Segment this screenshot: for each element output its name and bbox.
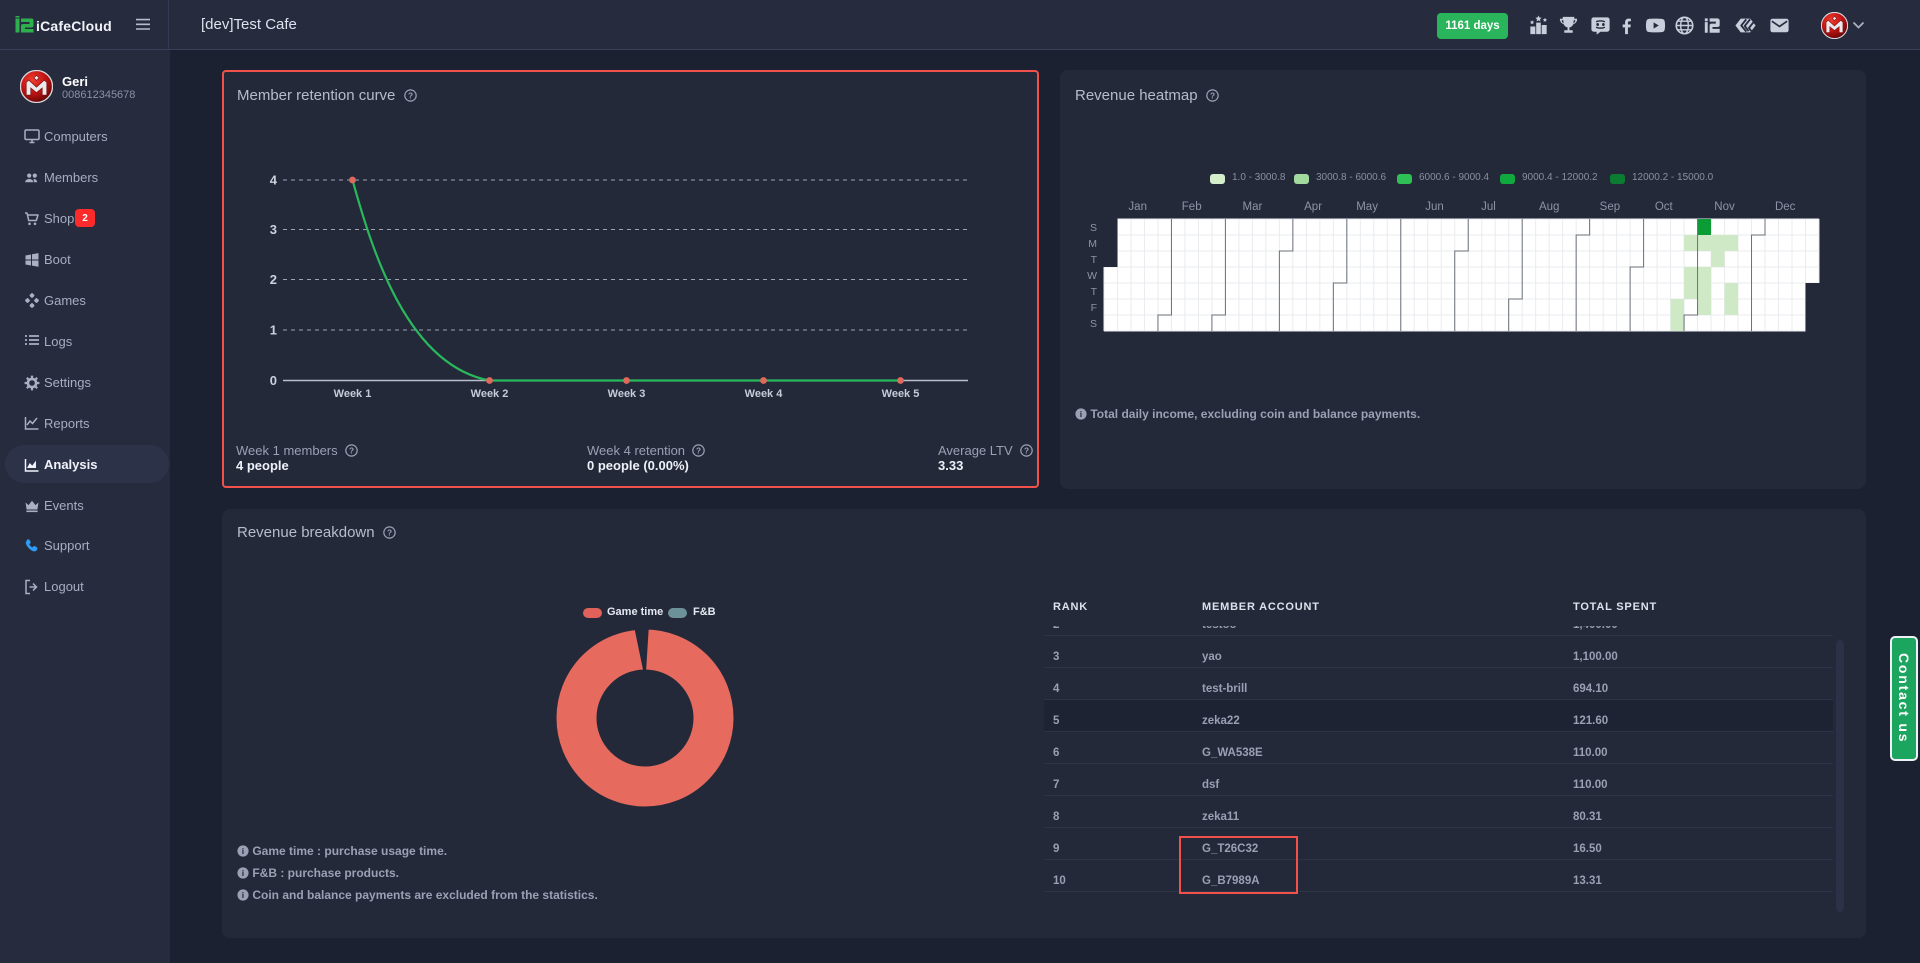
- svg-text:Apr: Apr: [1304, 201, 1322, 213]
- svg-text:May: May: [1356, 201, 1378, 213]
- svg-text:Feb: Feb: [1182, 201, 1202, 213]
- svg-text:Jun: Jun: [1425, 201, 1444, 213]
- svg-text:T: T: [1091, 286, 1098, 298]
- svg-text:Dec: Dec: [1775, 201, 1796, 213]
- svg-text:i: i: [242, 890, 244, 900]
- svg-text:0: 0: [270, 373, 277, 388]
- svg-text:?: ?: [387, 527, 392, 537]
- svg-text:i: i: [242, 868, 244, 878]
- svg-text:Oct: Oct: [1655, 201, 1674, 213]
- svg-text:3: 3: [270, 222, 277, 237]
- svg-text:i: i: [242, 846, 244, 856]
- svg-text:Jan: Jan: [1128, 201, 1147, 213]
- svg-text:S: S: [1090, 318, 1097, 330]
- svg-text:i: i: [1080, 409, 1082, 419]
- svg-text:?: ?: [408, 90, 413, 100]
- svg-text:W: W: [1087, 270, 1097, 282]
- svg-text:Aug: Aug: [1539, 201, 1559, 213]
- svg-text:M: M: [1088, 238, 1097, 250]
- svg-text:F: F: [1091, 302, 1097, 314]
- svg-text:S: S: [1090, 222, 1097, 234]
- svg-text:?: ?: [696, 445, 701, 455]
- svg-text:Week 2: Week 2: [471, 388, 509, 400]
- svg-text:Mar: Mar: [1242, 201, 1262, 213]
- svg-text:4: 4: [270, 173, 278, 188]
- svg-text:Week 4: Week 4: [745, 388, 784, 400]
- svg-text:?: ?: [349, 445, 354, 455]
- svg-text:Week 5: Week 5: [882, 388, 920, 400]
- svg-text:?: ?: [1210, 90, 1215, 100]
- svg-text:Week 1: Week 1: [334, 388, 372, 400]
- svg-text:Nov: Nov: [1714, 201, 1735, 213]
- svg-text:Sep: Sep: [1600, 201, 1620, 213]
- svg-text:?: ?: [1024, 445, 1029, 455]
- svg-text:Week 3: Week 3: [608, 388, 646, 400]
- svg-text:Jul: Jul: [1481, 201, 1496, 213]
- svg-text:T: T: [1091, 254, 1098, 266]
- svg-text:2: 2: [270, 272, 277, 287]
- svg-text:1: 1: [270, 323, 277, 338]
